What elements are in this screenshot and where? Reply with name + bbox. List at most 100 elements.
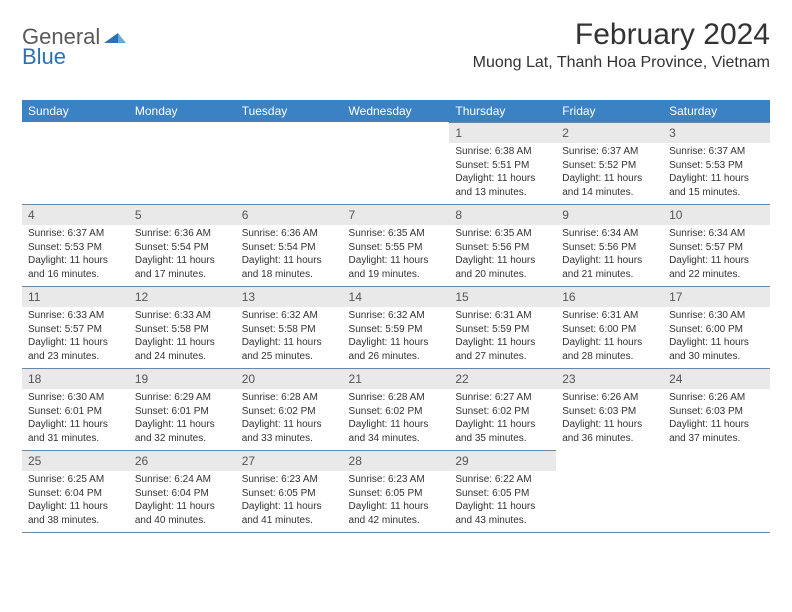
- day-detail-line: Sunset: 6:02 PM: [455, 405, 550, 419]
- day-number: 26: [129, 450, 236, 471]
- day-detail-line: and 22 minutes.: [669, 268, 764, 282]
- day-detail-line: Daylight: 11 hours: [669, 254, 764, 268]
- calendar-cell: [22, 122, 129, 204]
- day-detail-line: and 13 minutes.: [455, 186, 550, 200]
- day-detail-line: Sunset: 6:05 PM: [242, 487, 337, 501]
- day-details: Sunrise: 6:23 AMSunset: 6:05 PMDaylight:…: [236, 471, 343, 531]
- dow-saturday: Saturday: [663, 100, 770, 122]
- dow-monday: Monday: [129, 100, 236, 122]
- day-detail-line: Daylight: 11 hours: [242, 254, 337, 268]
- day-detail-line: Sunrise: 6:36 AM: [242, 227, 337, 241]
- day-details: Sunrise: 6:36 AMSunset: 5:54 PMDaylight:…: [236, 225, 343, 285]
- day-details: Sunrise: 6:32 AMSunset: 5:58 PMDaylight:…: [236, 307, 343, 367]
- calendar-cell: 7Sunrise: 6:35 AMSunset: 5:55 PMDaylight…: [343, 204, 450, 286]
- day-detail-line: Daylight: 11 hours: [28, 500, 123, 514]
- day-detail-line: Sunrise: 6:28 AM: [242, 391, 337, 405]
- day-number: 14: [343, 286, 450, 307]
- day-number: 17: [663, 286, 770, 307]
- calendar-cell: 18Sunrise: 6:30 AMSunset: 6:01 PMDayligh…: [22, 368, 129, 450]
- calendar-cell: [556, 450, 663, 532]
- day-detail-line: Sunrise: 6:38 AM: [455, 145, 550, 159]
- day-detail-line: Daylight: 11 hours: [28, 336, 123, 350]
- day-details: Sunrise: 6:26 AMSunset: 6:03 PMDaylight:…: [663, 389, 770, 449]
- day-number: 25: [22, 450, 129, 471]
- day-number: 11: [22, 286, 129, 307]
- header: General February 2024 Muong Lat, Thanh H…: [22, 18, 770, 72]
- day-detail-line: Daylight: 11 hours: [135, 254, 230, 268]
- day-detail-line: Sunset: 5:55 PM: [349, 241, 444, 255]
- day-number: 29: [449, 450, 556, 471]
- dow-tuesday: Tuesday: [236, 100, 343, 122]
- day-detail-line: Sunset: 5:54 PM: [135, 241, 230, 255]
- calendar-cell: [343, 122, 450, 204]
- calendar-cell: [236, 122, 343, 204]
- day-detail-line: Daylight: 11 hours: [28, 418, 123, 432]
- day-detail-line: Daylight: 11 hours: [242, 500, 337, 514]
- day-detail-line: and 15 minutes.: [669, 186, 764, 200]
- day-detail-line: Sunrise: 6:30 AM: [28, 391, 123, 405]
- day-number: 28: [343, 450, 450, 471]
- day-number: 27: [236, 450, 343, 471]
- day-detail-line: and 31 minutes.: [28, 432, 123, 446]
- day-detail-line: Daylight: 11 hours: [455, 500, 550, 514]
- dow-sunday: Sunday: [22, 100, 129, 122]
- calendar-cell: 11Sunrise: 6:33 AMSunset: 5:57 PMDayligh…: [22, 286, 129, 368]
- day-number: 3: [663, 122, 770, 143]
- day-detail-line: Daylight: 11 hours: [562, 336, 657, 350]
- day-detail-line: Sunrise: 6:31 AM: [562, 309, 657, 323]
- day-detail-line: Daylight: 11 hours: [455, 418, 550, 432]
- day-detail-line: and 32 minutes.: [135, 432, 230, 446]
- day-details: Sunrise: 6:37 AMSunset: 5:53 PMDaylight:…: [663, 143, 770, 203]
- day-number: 1: [449, 122, 556, 143]
- day-details: Sunrise: 6:33 AMSunset: 5:57 PMDaylight:…: [22, 307, 129, 367]
- day-number: 22: [449, 368, 556, 389]
- dow-friday: Friday: [556, 100, 663, 122]
- calendar-cell: 1Sunrise: 6:38 AMSunset: 5:51 PMDaylight…: [449, 122, 556, 204]
- day-detail-line: Daylight: 11 hours: [669, 172, 764, 186]
- day-details: Sunrise: 6:31 AMSunset: 5:59 PMDaylight:…: [449, 307, 556, 367]
- day-detail-line: Daylight: 11 hours: [669, 336, 764, 350]
- calendar-cell: 19Sunrise: 6:29 AMSunset: 6:01 PMDayligh…: [129, 368, 236, 450]
- day-number: 12: [129, 286, 236, 307]
- day-number: 2: [556, 122, 663, 143]
- calendar-cell: 27Sunrise: 6:23 AMSunset: 6:05 PMDayligh…: [236, 450, 343, 532]
- calendar-cell: 2Sunrise: 6:37 AMSunset: 5:52 PMDaylight…: [556, 122, 663, 204]
- day-detail-line: Sunrise: 6:36 AM: [135, 227, 230, 241]
- day-details: Sunrise: 6:32 AMSunset: 5:59 PMDaylight:…: [343, 307, 450, 367]
- dow-thursday: Thursday: [449, 100, 556, 122]
- calendar-cell: 12Sunrise: 6:33 AMSunset: 5:58 PMDayligh…: [129, 286, 236, 368]
- day-number: 6: [236, 204, 343, 225]
- day-detail-line: and 28 minutes.: [562, 350, 657, 364]
- day-detail-line: Daylight: 11 hours: [135, 418, 230, 432]
- day-detail-line: and 14 minutes.: [562, 186, 657, 200]
- day-detail-line: Sunset: 6:00 PM: [562, 323, 657, 337]
- day-detail-line: Daylight: 11 hours: [349, 336, 444, 350]
- dow-header-row: Sunday Monday Tuesday Wednesday Thursday…: [22, 100, 770, 122]
- day-details: Sunrise: 6:35 AMSunset: 5:55 PMDaylight:…: [343, 225, 450, 285]
- day-details: Sunrise: 6:36 AMSunset: 5:54 PMDaylight:…: [129, 225, 236, 285]
- day-number: 5: [129, 204, 236, 225]
- day-detail-line: Sunrise: 6:35 AM: [455, 227, 550, 241]
- day-detail-line: Sunset: 5:59 PM: [455, 323, 550, 337]
- calendar-cell: 23Sunrise: 6:26 AMSunset: 6:03 PMDayligh…: [556, 368, 663, 450]
- day-details: Sunrise: 6:28 AMSunset: 6:02 PMDaylight:…: [236, 389, 343, 449]
- day-number: 4: [22, 204, 129, 225]
- calendar-cell: 26Sunrise: 6:24 AMSunset: 6:04 PMDayligh…: [129, 450, 236, 532]
- day-details: Sunrise: 6:22 AMSunset: 6:05 PMDaylight:…: [449, 471, 556, 531]
- calendar-cell: 9Sunrise: 6:34 AMSunset: 5:56 PMDaylight…: [556, 204, 663, 286]
- day-details: Sunrise: 6:28 AMSunset: 6:02 PMDaylight:…: [343, 389, 450, 449]
- day-detail-line: Sunset: 6:04 PM: [135, 487, 230, 501]
- day-detail-line: and 36 minutes.: [562, 432, 657, 446]
- day-details: Sunrise: 6:23 AMSunset: 6:05 PMDaylight:…: [343, 471, 450, 531]
- day-detail-line: Sunrise: 6:30 AM: [669, 309, 764, 323]
- day-details: Sunrise: 6:35 AMSunset: 5:56 PMDaylight:…: [449, 225, 556, 285]
- calendar-cell: 6Sunrise: 6:36 AMSunset: 5:54 PMDaylight…: [236, 204, 343, 286]
- day-detail-line: Daylight: 11 hours: [349, 254, 444, 268]
- calendar-table: Sunday Monday Tuesday Wednesday Thursday…: [22, 100, 770, 533]
- day-detail-line: Sunrise: 6:37 AM: [562, 145, 657, 159]
- day-detail-line: Daylight: 11 hours: [669, 418, 764, 432]
- day-detail-line: Sunrise: 6:25 AM: [28, 473, 123, 487]
- day-detail-line: Sunset: 6:03 PM: [669, 405, 764, 419]
- day-details: Sunrise: 6:31 AMSunset: 6:00 PMDaylight:…: [556, 307, 663, 367]
- day-detail-line: Sunset: 5:54 PM: [242, 241, 337, 255]
